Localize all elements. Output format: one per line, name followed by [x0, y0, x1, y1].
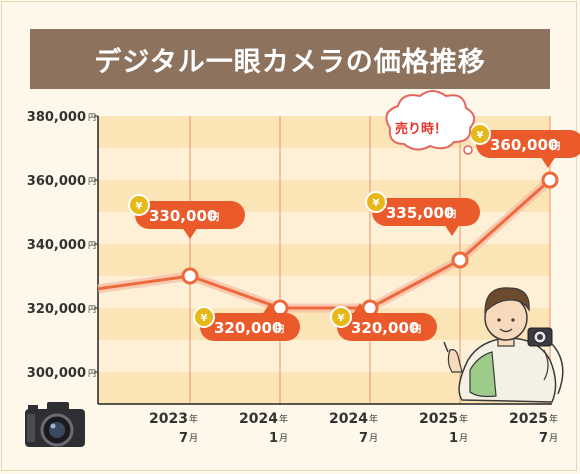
data-label-value: 330,000 — [149, 207, 217, 225]
x-tick-month-suffix: 月 — [279, 433, 288, 444]
x-tick-month-suffix: 月 — [549, 433, 558, 444]
thought-dot-icon — [463, 145, 473, 155]
callout-pointer — [262, 303, 278, 315]
x-tick-year: 2025 — [509, 411, 548, 427]
x-tick-month: 7 — [179, 431, 188, 446]
y-tick-unit: 円 — [88, 369, 96, 378]
data-label-value: 360,000 — [490, 136, 558, 154]
y-tick-label: 300,000 — [27, 366, 86, 381]
person-illustration-icon — [443, 287, 564, 403]
data-point — [181, 267, 199, 285]
data-label-value: 320,000 — [351, 319, 419, 337]
sold-label: 売り時！ — [395, 121, 447, 137]
y-tick-label: 340,000 — [27, 238, 86, 253]
x-tick-month: 7 — [539, 431, 548, 446]
plot-band — [98, 244, 550, 276]
x-tick-year: 2024 — [239, 411, 278, 427]
camera-icon — [25, 402, 85, 447]
callout-pointer — [540, 156, 556, 168]
data-point — [451, 251, 469, 269]
x-tick-month: 1 — [269, 431, 278, 446]
coin-yen-icon: ¥ — [477, 130, 484, 141]
coin-icon — [193, 306, 215, 328]
x-tick-year-suffix: 年 — [549, 413, 558, 425]
x-tick-year: 2024 — [329, 411, 368, 427]
data-label-unit: 円 — [412, 324, 421, 335]
coin-icon — [365, 191, 387, 213]
plot-band — [98, 308, 550, 340]
data-label-unit: 円 — [447, 209, 456, 220]
data-label-unit: 円 — [275, 324, 284, 335]
callout-box — [372, 198, 480, 226]
thought-bubble-shape — [385, 90, 476, 151]
sold-bubble: 売り時！ — [385, 90, 476, 155]
data-label-unit: 円 — [551, 141, 560, 152]
callout-box — [200, 313, 300, 341]
coin-yen-icon: ¥ — [373, 198, 380, 209]
y-tick-unit: 円 — [88, 177, 96, 186]
data-label-value: 320,000 — [214, 319, 282, 337]
x-tick-year: 2023 — [149, 411, 188, 427]
callout-box — [337, 313, 437, 341]
data-label-value: 335,000 — [386, 204, 454, 222]
y-tick-unit: 円 — [88, 113, 96, 122]
coin-icon — [330, 306, 352, 328]
axes — [97, 116, 552, 405]
x-tick-year-suffix: 年 — [279, 413, 288, 425]
data-labels: ¥330,000円¥320,000円¥320,000円¥335,000円¥360… — [128, 123, 580, 341]
coin-yen-icon: ¥ — [136, 201, 143, 212]
coin-yen-icon: ¥ — [338, 313, 345, 324]
x-tick-month-suffix: 月 — [459, 433, 468, 444]
data-point — [541, 171, 559, 189]
x-tick-month: 7 — [359, 431, 368, 446]
callout-box — [476, 130, 580, 158]
callout-pointer — [352, 303, 368, 315]
y-tick-label: 380,000 — [27, 110, 86, 125]
x-tick-year: 2025 — [419, 411, 458, 427]
callout-pointer — [182, 227, 198, 239]
title-banner: デジタル一眼カメラの価格推移 — [30, 29, 550, 89]
chart-title: デジタル一眼カメラの価格推移 — [94, 46, 486, 78]
coin-icon — [128, 194, 150, 216]
x-tick-year-suffix: 年 — [369, 413, 378, 425]
series-line — [97, 178, 551, 310]
x-tick-month: 1 — [449, 431, 458, 446]
x-tick-year-suffix: 年 — [189, 413, 198, 425]
y-tick-label: 360,000 — [27, 174, 86, 189]
x-tick-month-suffix: 月 — [369, 433, 378, 444]
data-label-unit: 円 — [210, 212, 219, 223]
x-tick-month-suffix: 月 — [189, 433, 198, 444]
x-tick-year-suffix: 年 — [459, 413, 468, 425]
plot-band — [98, 148, 550, 180]
callout-pointer — [444, 224, 460, 236]
y-tick-unit: 円 — [88, 241, 96, 250]
y-tick-label: 320,000 — [27, 302, 86, 317]
callout-box — [135, 201, 245, 229]
y-tick-unit: 円 — [88, 305, 96, 314]
coin-yen-icon: ¥ — [201, 313, 208, 324]
